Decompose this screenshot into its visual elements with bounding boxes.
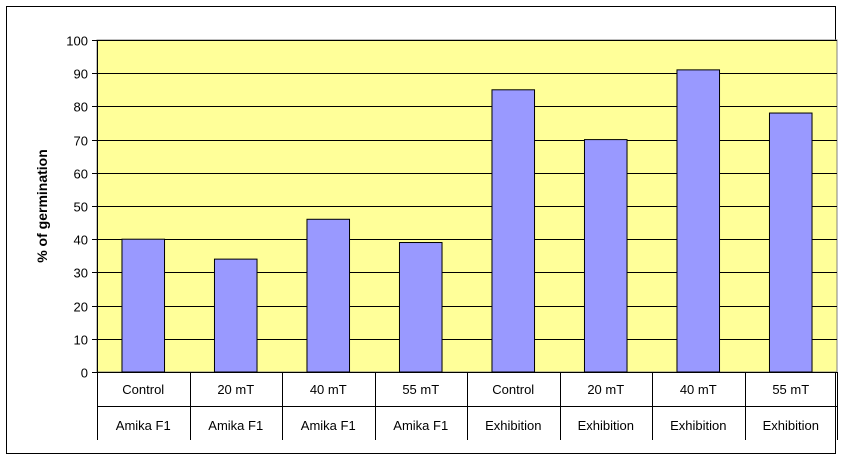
bar xyxy=(306,218,351,373)
y-tick-label: 20 xyxy=(74,300,88,315)
x-tick-label-variety: Exhibition xyxy=(485,418,541,433)
bar xyxy=(583,139,628,373)
x-tick-label-treatment: 40 mT xyxy=(310,382,347,397)
y-tick-label: 40 xyxy=(74,233,88,248)
y-axis: 0 10 20 30 40 50 60 70 80 90 100 xyxy=(66,34,98,381)
y-tick-label: 80 xyxy=(74,100,88,115)
y-tick-label: 100 xyxy=(66,34,88,49)
bar xyxy=(398,242,443,373)
x-tick-label-variety: Amika F1 xyxy=(208,418,263,433)
x-tick-label-variety: Amika F1 xyxy=(116,418,171,433)
x-axis: Control Amika F1 20 mT Amika F1 40 mT Amika F… xyxy=(97,372,838,440)
x-tick-label-treatment: 20 mT xyxy=(217,382,254,397)
x-tick-label-treatment: Control xyxy=(122,382,164,397)
x-tick-label-variety: Exhibition xyxy=(763,418,819,433)
y-tick-label: 0 xyxy=(81,366,88,381)
y-tick-label: 90 xyxy=(74,67,88,82)
bar xyxy=(768,112,813,373)
x-tick-label-treatment: 55 mT xyxy=(402,382,439,397)
y-tick-label: 50 xyxy=(74,200,88,215)
x-tick-label-treatment: Control xyxy=(492,382,534,397)
bar xyxy=(676,69,721,373)
y-axis-label: % of germination xyxy=(34,149,50,263)
bar xyxy=(491,89,536,373)
y-tick-label: 60 xyxy=(74,167,88,182)
x-tick-label-treatment: 20 mT xyxy=(587,382,624,397)
y-tick-label: 10 xyxy=(74,333,88,348)
y-tick-label: 30 xyxy=(74,266,88,281)
y-tick-label: 70 xyxy=(74,134,88,149)
bar xyxy=(213,258,258,373)
x-tick-label-treatment: 55 mT xyxy=(772,382,809,397)
x-tick-label-variety: Amika F1 xyxy=(393,418,448,433)
x-tick-label-treatment: 40 mT xyxy=(680,382,717,397)
x-tick-label-variety: Amika F1 xyxy=(301,418,356,433)
x-tick-label-variety: Exhibition xyxy=(578,418,634,433)
bar xyxy=(121,238,166,373)
x-tick-label-variety: Exhibition xyxy=(670,418,726,433)
